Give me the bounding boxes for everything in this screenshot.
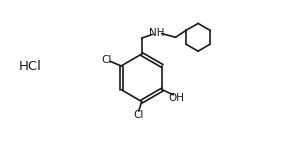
Text: Cl: Cl [102, 55, 112, 65]
Text: OH: OH [168, 93, 184, 103]
Text: NH: NH [149, 28, 164, 38]
Text: HCl: HCl [19, 60, 42, 73]
Text: Cl: Cl [133, 110, 143, 120]
